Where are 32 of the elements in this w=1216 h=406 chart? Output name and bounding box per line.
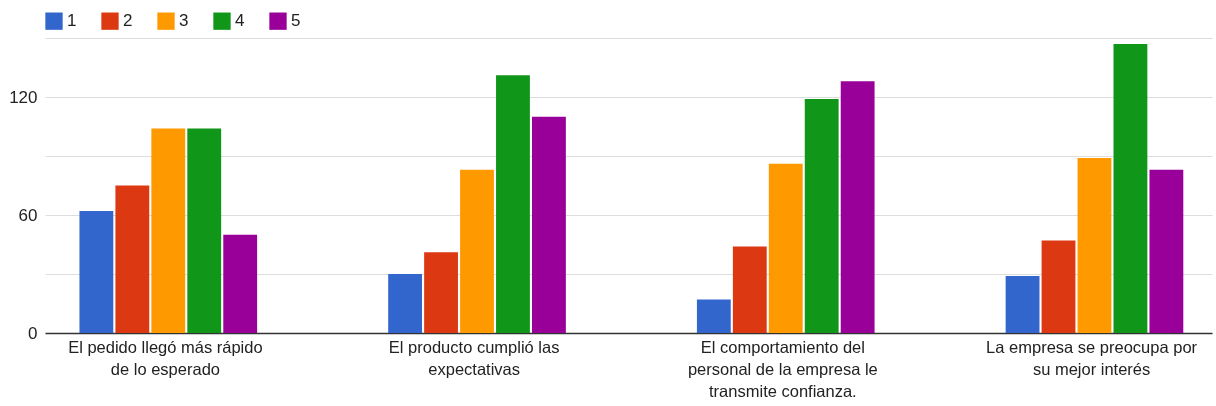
bar (768, 163, 803, 333)
bar (732, 246, 767, 333)
legend-label: 4 (235, 11, 245, 31)
y-tick-label: 0 (28, 323, 38, 343)
bar (1149, 169, 1184, 333)
x-tick-label: La empresa se preocupa por su mejor interés (986, 337, 1198, 378)
bar (1005, 275, 1040, 333)
x-tick-label: El producto cumplió las expectativas (388, 337, 560, 378)
legend-label: 2 (123, 11, 133, 31)
bar (424, 252, 458, 333)
bar (79, 211, 114, 333)
y-tick-label: 120 (9, 87, 38, 107)
bar (460, 169, 494, 333)
bar (696, 299, 731, 333)
legend-label: 3 (179, 11, 189, 31)
x-tick-label: El comportamiento del personal de la empresa le transmite confianza. (687, 337, 878, 400)
bar (115, 185, 150, 333)
legend-label: 1 (67, 11, 77, 31)
bar (532, 116, 566, 333)
bar (1077, 157, 1112, 333)
bar (496, 75, 530, 333)
bar (1041, 240, 1076, 333)
bar (804, 98, 839, 333)
bar (151, 128, 186, 333)
bar (187, 128, 222, 333)
bar (223, 234, 258, 333)
legend-label: 5 (291, 11, 301, 31)
bar (388, 274, 423, 333)
x-tick-label: El pedido llegó más rápido de lo esperado (68, 337, 263, 378)
bar (840, 81, 875, 333)
bar (1113, 43, 1148, 333)
y-tick-label: 60 (18, 205, 38, 225)
